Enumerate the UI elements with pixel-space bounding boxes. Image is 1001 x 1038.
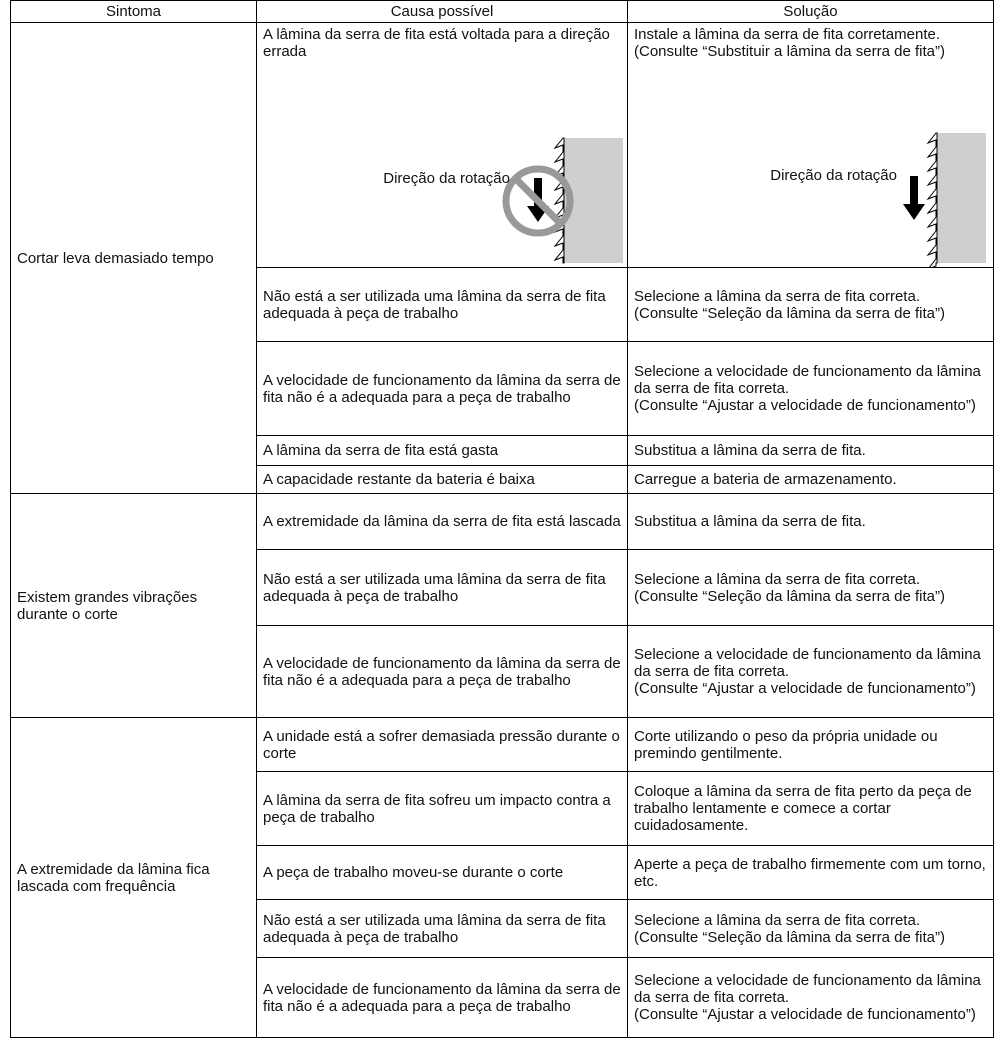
table-row: A peça de trabalho moveu-se durante o co… — [11, 845, 994, 900]
table-row: A velocidade de funcionamento da lâmina … — [11, 341, 994, 436]
saw-teeth — [553, 137, 565, 264]
table-row: A lâmina da serra de fita sofreu um impa… — [11, 771, 994, 846]
troubleshooting-table: Sintoma Causa possível Solução Cortar le… — [10, 0, 994, 1038]
table-row: A lâmina da serra de fita está gasta Subs… — [11, 435, 994, 466]
cause-cell: A lâmina da serra de fita está voltada p… — [256, 22, 628, 268]
cause-cell: A velocidade de funcionamento da lâmina … — [256, 625, 628, 718]
figure: Direção da rotação — [629, 24, 993, 267]
table-row: A capacidade restante da bateria é baixa… — [11, 465, 994, 494]
table-row: Não está a ser utilizada uma lâmina da s… — [11, 549, 994, 626]
column-header: Sintoma — [10, 0, 257, 23]
solution-cell: Coloque a lâmina da serra de fita perto … — [627, 771, 994, 846]
cause-cell: A velocidade de funcionamento da lâmina … — [256, 957, 628, 1038]
table-row: A velocidade de funcionamento da lâmina … — [11, 625, 994, 718]
table-row: Não está a ser utilizada uma lâmina da s… — [11, 899, 994, 958]
solution-cell: Aperte a peça de trabalho firmemente com… — [627, 845, 994, 900]
solution-cell: Corte utilizando o peso da própria unida… — [627, 717, 994, 772]
cause-cell: A extremidade da lâmina da serra de fita… — [256, 493, 628, 550]
cause-cell: A capacidade restante da bateria é baixa — [256, 465, 628, 494]
table-row: Não está a ser utilizada uma lâmina da s… — [11, 267, 994, 342]
solution-cell: Substitua a lâmina da serra de fita. — [627, 493, 994, 550]
figure: Direção da rotação — [258, 24, 627, 267]
cause-cell: Não está a ser utilizada uma lâmina da s… — [256, 267, 628, 342]
cause-cell: A peça de trabalho moveu-se durante o co… — [256, 845, 628, 900]
solution-cell: Carregue a bateria de armazenamento. — [627, 465, 994, 494]
solution-cell: Instale a lâmina da serra de fita corret… — [627, 22, 994, 268]
solution-cell: Selecione a lâmina da serra de fita corr… — [627, 899, 994, 958]
solution-cell: Selecione a lâmina da serra de fita corr… — [627, 549, 994, 626]
table-row: A extremidade da lâmina fica lascada com… — [10, 717, 994, 1038]
header-row: Sintoma Causa possível Solução — [10, 0, 994, 23]
cause-cell: A lâmina da serra de fita está gasta — [256, 435, 628, 466]
prohibition-ring — [502, 165, 574, 237]
symptom-cell: A extremidade da lâmina fica lascada com… — [10, 717, 257, 1038]
rotation-arrow — [903, 176, 925, 220]
illustration — [903, 132, 986, 267]
cause-cell: Não está a ser utilizada uma lâmina da s… — [256, 899, 628, 958]
table-body: Cortar leva demasiado tempo A lâmina da s… — [10, 22, 994, 1038]
prohibition-bar — [512, 175, 564, 227]
figure-label: Direção da rotação — [770, 167, 897, 184]
cause-cell: A velocidade de funcionamento da lâmina … — [256, 341, 628, 436]
solution-cell: Selecione a velocidade de funcionamento … — [627, 625, 994, 718]
saw-teeth — [926, 132, 938, 267]
symptom-cell: Existem grandes vibrações durante o cort… — [10, 493, 257, 718]
table-row: Existem grandes vibrações durante o cort… — [10, 493, 994, 718]
figure-label: Direção da rotação — [383, 170, 510, 187]
solution-cell: Selecione a velocidade de funcionamento … — [627, 957, 994, 1038]
table-row: A velocidade de funcionamento da lâmina … — [11, 957, 994, 1038]
symptom-cell: Cortar leva demasiado tempo — [10, 22, 257, 494]
cause-cell: Não está a ser utilizada uma lâmina da s… — [256, 549, 628, 626]
solution-cell: Selecione a velocidade de funcionamento … — [627, 341, 994, 436]
cause-cell: A lâmina da serra de fita sofreu um impa… — [256, 771, 628, 846]
illustration — [502, 137, 623, 264]
column-header: Causa possível — [256, 0, 628, 23]
solution-cell: Selecione a lâmina da serra de fita corr… — [627, 267, 994, 342]
table-row: Cortar leva demasiado tempo A lâmina da s… — [10, 22, 994, 494]
workpiece — [936, 133, 986, 263]
column-header: Solução — [627, 0, 994, 23]
cause-cell: A unidade está a sofrer demasiada pressã… — [256, 717, 628, 772]
solution-cell: Substitua a lâmina da serra de fita. — [627, 435, 994, 466]
